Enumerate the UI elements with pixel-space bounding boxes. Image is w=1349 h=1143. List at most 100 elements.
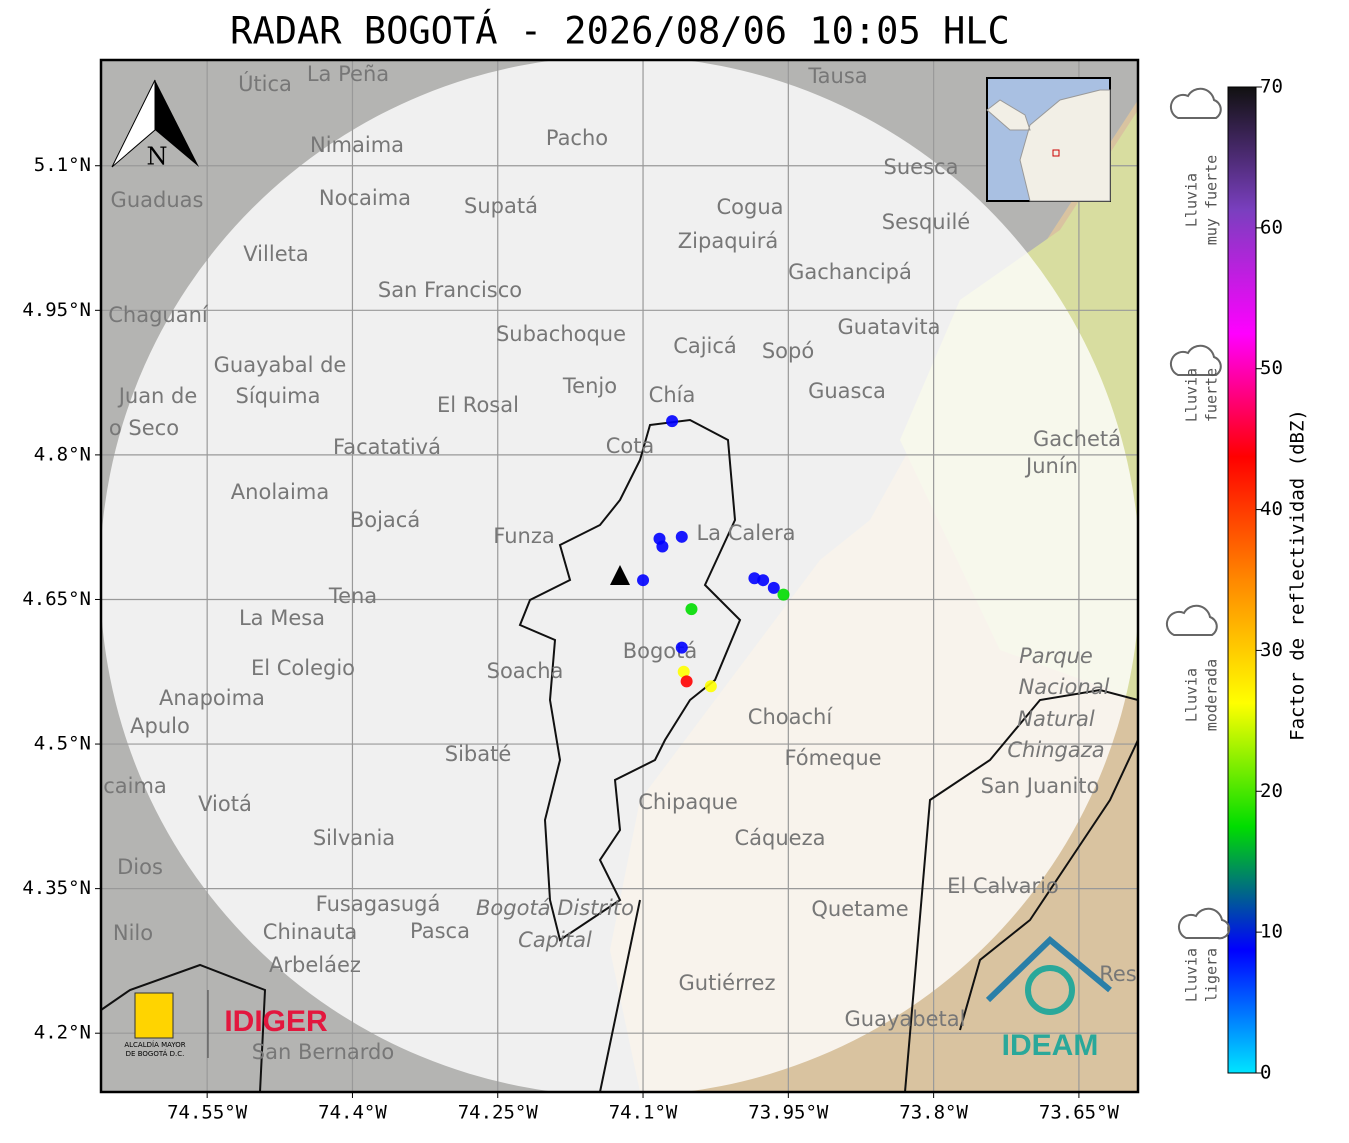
place-label: El Calvario <box>947 874 1059 898</box>
ideam-logo: IDEAM <box>1002 1029 1099 1062</box>
alcaldia-text: ALCALDÍA MAYOR <box>124 1040 185 1049</box>
y-tick-label: 4.2°N <box>34 1022 91 1044</box>
radar-site <box>610 565 630 585</box>
y-tick-label: 4.35°N <box>22 877 91 899</box>
place-label: Choachí <box>748 705 834 729</box>
y-tick-label: 4.8°N <box>34 443 91 465</box>
place-label: Chaguaní <box>108 303 209 327</box>
place-label: Chingaza <box>1007 738 1104 762</box>
place-label: Natural <box>1017 707 1095 731</box>
place-label: Funza <box>493 524 554 548</box>
place-label: Dios <box>117 855 163 879</box>
place-label: El Colegio <box>251 656 355 680</box>
bogota-boundary <box>518 418 742 942</box>
place-label: Parque <box>1019 644 1093 668</box>
place-label: Guayabetal <box>845 1007 966 1031</box>
radar-echo <box>777 588 790 601</box>
place-label: Suesca <box>884 155 959 179</box>
place-label: o Seco <box>109 416 179 440</box>
place-label: caima <box>103 774 167 798</box>
place-label: Tena <box>328 584 377 608</box>
rain-category: Lluvia <box>1183 668 1201 722</box>
place-label: Sibaté <box>445 742 512 766</box>
place-label: San Bernardo <box>252 1040 394 1064</box>
place-label: San Francisco <box>378 278 522 302</box>
radar-echo <box>637 574 650 587</box>
place-label: Cota <box>606 434 655 458</box>
place-label: La Calera <box>696 521 795 545</box>
place-label: Síquima <box>236 384 321 408</box>
place-label: Chipaque <box>638 790 738 814</box>
place-label: Arbeláez <box>269 953 361 977</box>
inset-marker <box>1052 149 1060 157</box>
place-label: El Rosal <box>437 393 519 417</box>
department-boundary <box>101 688 1138 1092</box>
rain-category: muy fuerte <box>1203 155 1221 245</box>
place-label: San Juanito <box>981 774 1100 798</box>
place-label: Res <box>1099 962 1137 986</box>
place-label: Zipaquirá <box>678 229 778 253</box>
place-label: Útica <box>238 71 292 96</box>
place-label: Cáqueza <box>735 826 826 850</box>
place-label: Guatavita <box>838 315 941 339</box>
ideam-roof <box>985 935 1112 1003</box>
place-label: Tenjo <box>562 374 617 398</box>
cloud-icon <box>1165 604 1218 636</box>
colorbar-label: Factor de reflectividad (dBZ) <box>1287 409 1309 741</box>
alcaldia-text: DE BOGOTÁ D.C. <box>126 1049 185 1058</box>
rain-category: fuerte <box>1203 368 1221 422</box>
place-label: Gachancipá <box>788 260 912 284</box>
x-tick-label: 74.25°W <box>458 1102 539 1124</box>
place-label: Bogotá Distrito <box>476 896 634 920</box>
alcaldia-shield <box>134 992 174 1039</box>
place-label: Chinauta <box>263 920 357 944</box>
colorbar-tick-label: 60 <box>1260 216 1283 238</box>
cloud-icon <box>1169 344 1222 376</box>
place-label: Tausa <box>807 64 867 88</box>
cloud-icon <box>1169 87 1222 119</box>
place-label: Cajicá <box>673 334 737 358</box>
place-label: Supatá <box>464 194 538 218</box>
place-label: La Peña <box>307 62 389 86</box>
north-label: N <box>147 143 168 171</box>
place-label: Pasca <box>410 919 470 943</box>
radar-echo <box>675 641 688 654</box>
inset-map <box>986 77 1111 202</box>
ideam-swirl <box>1025 965 1075 1015</box>
place-label: Guasca <box>808 379 886 403</box>
place-label: Nacional <box>1019 675 1110 699</box>
colorbar-tick-label: 20 <box>1260 780 1283 802</box>
rain-category: ligera <box>1203 948 1221 1002</box>
north-arrow-right <box>155 80 199 167</box>
place-label: Anolaima <box>231 480 329 504</box>
colorbar-tick-label: 10 <box>1260 921 1283 943</box>
map-frame <box>99 58 1140 1094</box>
place-label: Guaduas <box>111 188 204 212</box>
colorbar-tick-label: 30 <box>1260 639 1283 661</box>
place-label: Fómeque <box>784 746 881 770</box>
x-tick-label: 74.4°W <box>318 1102 387 1124</box>
place-label: Pacho <box>546 126 608 150</box>
place-label: Villeta <box>243 242 308 266</box>
place-label: Sesquilé <box>882 210 970 234</box>
place-label: Quetame <box>811 897 908 921</box>
place-label: Nimaima <box>310 133 404 157</box>
idiger-logo: IDIGER <box>224 1005 328 1038</box>
rain-category: Lluvia <box>1183 173 1201 227</box>
colorbar-tick-label: 50 <box>1260 357 1283 379</box>
radar-echo <box>666 415 679 428</box>
cloud-icon <box>1177 907 1231 940</box>
place-label: Anapoima <box>159 686 265 710</box>
x-tick-label: 73.65°W <box>1039 1102 1120 1124</box>
y-tick-label: 4.5°N <box>34 733 91 755</box>
y-tick-label: 4.65°N <box>22 588 91 610</box>
place-label: Sopó <box>762 339 814 363</box>
rain-icons <box>1165 87 1231 940</box>
map-area: La Peña Útica Tausa Pacho Nimaima Guaduas Noca… <box>101 60 1138 1092</box>
place-label: Gachetá <box>1033 427 1121 451</box>
y-tick-label: 4.95°N <box>22 299 91 321</box>
north-arrow: N <box>111 79 199 171</box>
x-tick-label: 74.1°W <box>609 1102 678 1124</box>
colorbar-tick-label: 70 <box>1260 76 1283 98</box>
